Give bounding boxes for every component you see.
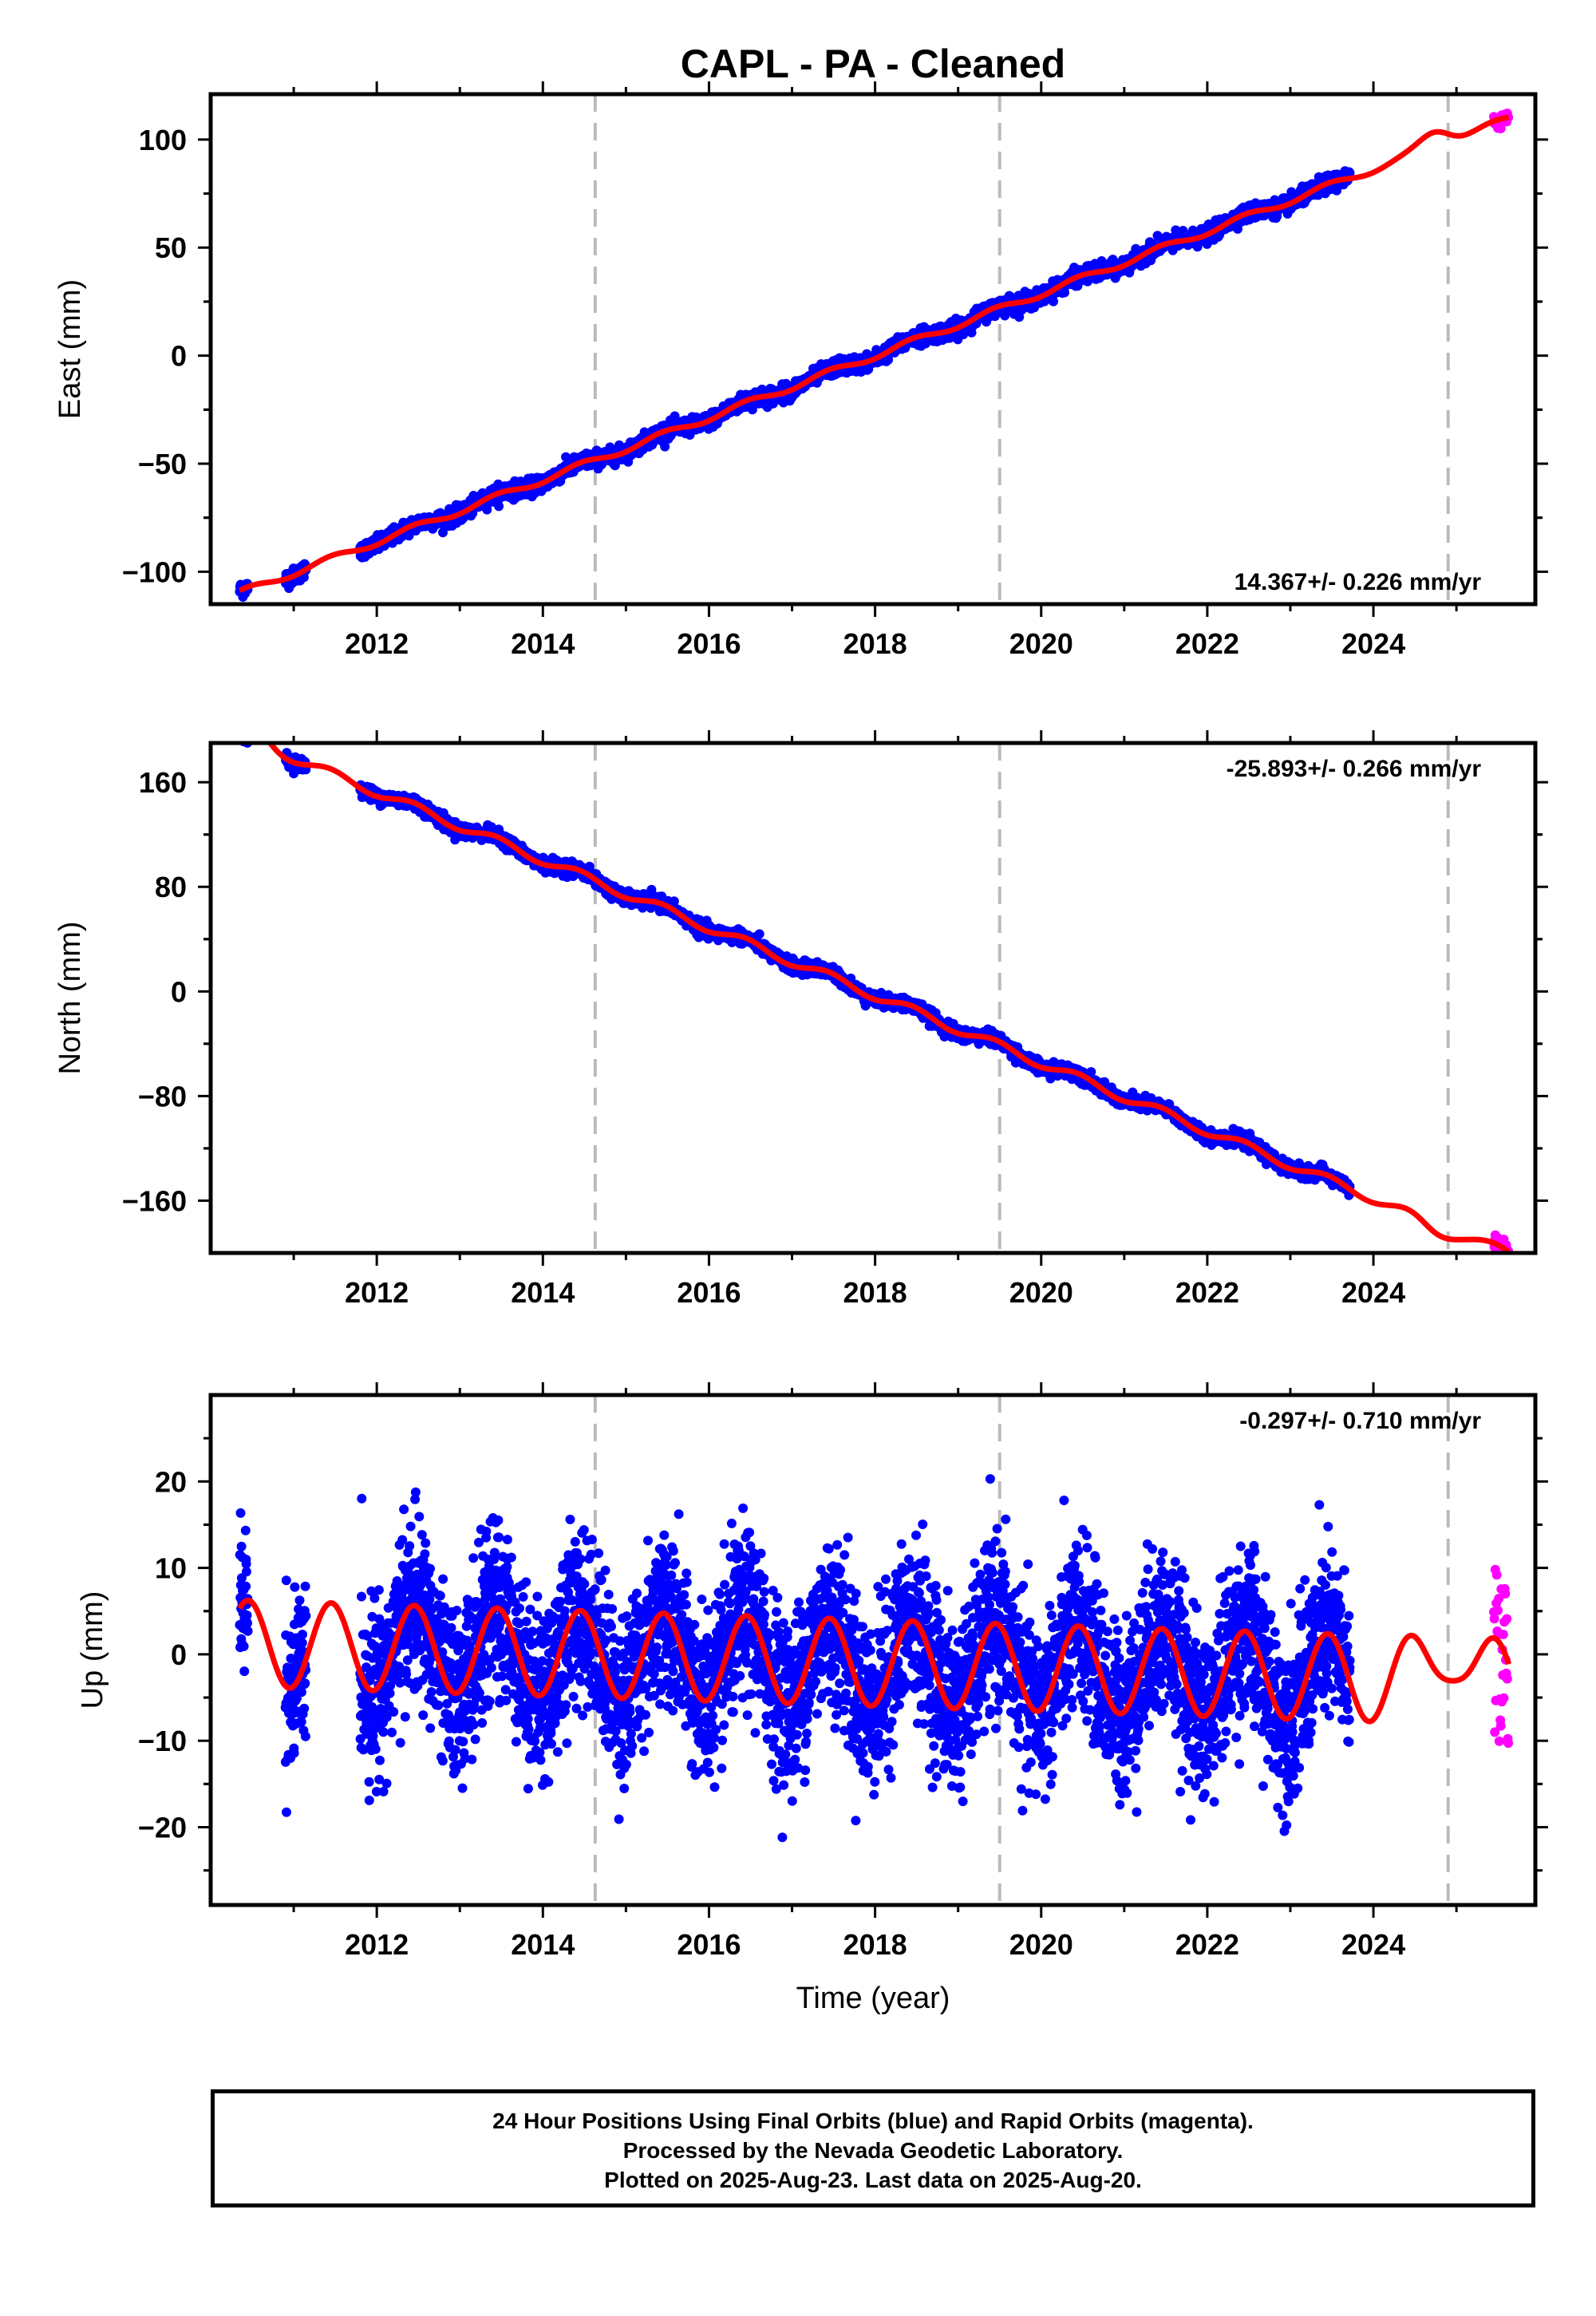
final-orbit-point — [236, 729, 246, 738]
x-tick-label: 2016 — [677, 627, 741, 660]
y-tick-label: −50 — [138, 448, 187, 480]
x-tick-label: 2022 — [1175, 627, 1239, 660]
final-orbit-point — [239, 729, 249, 739]
x-tick-label: 2018 — [843, 627, 907, 660]
final-orbit-point — [241, 729, 251, 739]
final-orbit-point — [239, 729, 249, 739]
final-orbit-point — [669, 896, 679, 907]
final-orbit-point — [238, 729, 247, 739]
x-tick-label: 2024 — [1341, 627, 1405, 660]
x-tick-label: 2014 — [511, 627, 575, 660]
x-tick-label: 2020 — [1009, 627, 1073, 660]
final-orbit-point — [237, 729, 247, 738]
final-orbit-point — [238, 731, 247, 741]
final-orbit-point — [243, 725, 252, 734]
final-orbit-point — [660, 441, 670, 452]
final-orbit-points — [235, 721, 1355, 1200]
x-tick-label: 2012 — [345, 627, 409, 660]
y-tick-label: 100 — [139, 124, 187, 156]
rate-label: 14.367+/- 0.226 mm/yr — [1235, 569, 1482, 595]
final-orbit-point — [241, 732, 251, 741]
final-orbit-point — [235, 730, 245, 740]
plot-area — [235, 94, 1514, 604]
final-orbit-point — [240, 728, 250, 737]
y-tick-label: −100 — [122, 555, 187, 588]
final-orbit-point — [242, 733, 251, 742]
final-orbit-point — [242, 725, 251, 735]
y-tick-label: 0 — [171, 340, 187, 373]
final-orbit-point — [241, 729, 251, 738]
final-orbit-point — [238, 721, 247, 731]
panel-east: 2012 2014 2016 2018 2020 2022 2024 −100 −50 0 50 10… — [53, 81, 1548, 660]
panel-north: 2012 2014 2016 2018 2020 2022 2024−160−8008016… — [53, 721, 1548, 1309]
final-orbit-point — [235, 729, 244, 738]
final-orbit-point — [754, 929, 764, 939]
final-orbit-point — [243, 730, 252, 740]
panels-group: 2012 2014 2016 2018 2020 2022 2024 −100 −50 0 50 10… — [53, 81, 1548, 1961]
plot-area — [235, 721, 1514, 1253]
y-tick-label: 50 — [155, 231, 187, 264]
final-orbit-point — [240, 728, 250, 737]
final-orbit-point — [482, 504, 492, 515]
final-orbit-point — [235, 730, 245, 740]
final-orbit-point — [237, 729, 247, 738]
final-orbit-points — [235, 166, 1355, 602]
final-orbit-point — [494, 501, 504, 512]
figure-title: CAPL - PA - Cleaned — [681, 41, 1065, 86]
y-axis-label: East (mm) — [53, 279, 87, 419]
final-orbit-point — [236, 727, 246, 737]
